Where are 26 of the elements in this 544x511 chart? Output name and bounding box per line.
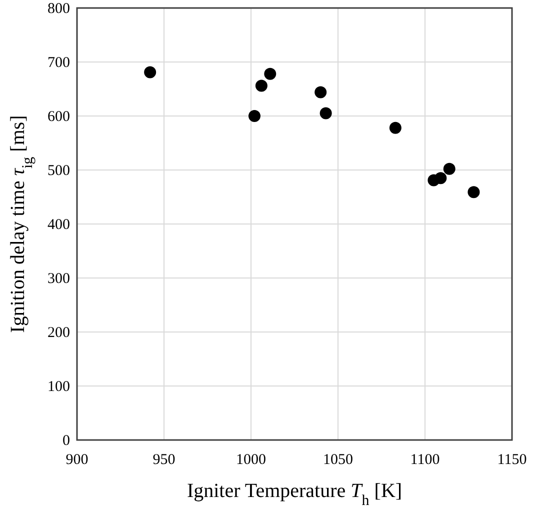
point: [468, 186, 480, 198]
y-tick-label: 700: [48, 55, 70, 71]
x-tick-label: 1100: [410, 452, 440, 468]
x-tick-label: 950: [152, 452, 176, 468]
y-tick-label: 200: [48, 325, 70, 341]
x-axis-title: Igniter Temperature T$_{h}$ [K]: [186, 480, 402, 509]
point: [320, 107, 332, 120]
y-tick-label: 500: [48, 163, 70, 179]
point: [314, 86, 327, 98]
point: [434, 172, 447, 184]
point: [144, 66, 156, 78]
y-tick-label: 400: [48, 217, 70, 233]
point: [264, 68, 276, 80]
x-tick-label: 1050: [323, 452, 353, 468]
x-tick-label: 1150: [497, 452, 527, 468]
y-tick-label: 100: [48, 379, 70, 395]
y-tick-label: 800: [48, 1, 70, 17]
y-tick-label: 0: [62, 433, 70, 449]
x-tick-label: 900: [66, 452, 88, 468]
point: [255, 80, 268, 92]
x-tick-label: 1000: [236, 452, 266, 468]
y-tick-label: 300: [48, 271, 70, 287]
point: [389, 122, 402, 134]
y-tick-label: 600: [48, 109, 70, 125]
point: [248, 110, 260, 122]
point: [443, 162, 456, 175]
